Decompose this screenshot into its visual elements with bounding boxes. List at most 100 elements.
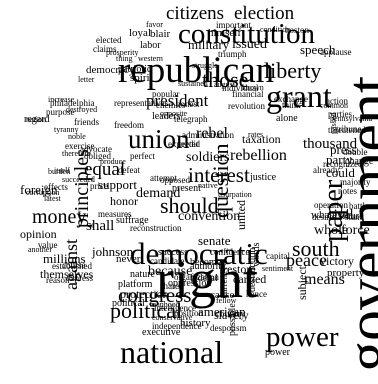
cloud-word: election <box>234 3 295 24</box>
cloud-word: pennsylvania <box>330 114 373 123</box>
cloud-word: position <box>174 308 204 318</box>
cloud-word: noble <box>68 132 86 141</box>
cloud-word: rebel <box>196 125 228 142</box>
cloud-word: demand <box>136 186 181 201</box>
cloud-word: power <box>266 321 339 353</box>
cloud-word: congress <box>118 283 192 307</box>
cloud-word: power <box>265 347 290 358</box>
cloud-word: nature <box>130 269 155 280</box>
cloud-word: soldiers <box>186 150 230 165</box>
cloud-word: independence <box>152 321 202 331</box>
cloud-word: conservative <box>152 313 193 322</box>
cloud-word: intelligence <box>154 303 196 313</box>
cloud-word: blair <box>150 28 171 40</box>
cloud-word: applause <box>320 47 352 57</box>
cloud-word: tribune <box>336 124 362 134</box>
cloud-word: defeat <box>118 165 140 175</box>
cloud-word: hence <box>246 289 267 299</box>
cloud-word: property <box>327 267 365 279</box>
cloud-word: friends <box>74 117 99 127</box>
cloud-word: support <box>98 177 137 192</box>
cloud-word: opposite <box>160 109 188 118</box>
cloud-word: party <box>326 152 353 167</box>
cloud-word: prosperity <box>106 48 139 57</box>
cloud-word: battle <box>349 201 369 211</box>
cloud-word: foreign <box>20 182 58 197</box>
cloud-word: honest <box>176 99 200 109</box>
cloud-word: established <box>52 261 92 271</box>
cloud-word: purpose <box>46 107 75 117</box>
cloud-word: slavery <box>214 308 249 322</box>
cloud-word: executive <box>142 327 181 338</box>
cloud-word: democracy <box>86 64 135 76</box>
cloud-word: honor <box>110 194 138 208</box>
cloud-word: issued <box>232 37 267 52</box>
cloud-word: claims <box>93 44 117 54</box>
cloud-word: native <box>198 181 218 190</box>
cloud-word: protection <box>120 287 169 301</box>
cloud-word: possible <box>227 303 238 336</box>
cloud-word: reason <box>46 275 70 285</box>
cloud-word: grant <box>266 78 332 114</box>
cloud-word: because <box>148 264 193 279</box>
cloud-word: stand <box>345 212 364 222</box>
cloud-word: secure <box>338 211 364 222</box>
cloud-word: exchange <box>274 94 308 104</box>
cloud-word: country <box>215 309 246 320</box>
cloud-word: alone <box>276 113 298 124</box>
cloud-word: suffrage <box>116 215 149 226</box>
cloud-word: destruction <box>247 247 258 292</box>
cloud-word: exercise <box>65 141 95 151</box>
cloud-word: american <box>198 304 246 319</box>
cloud-word: national <box>120 334 224 370</box>
cloud-word: sentiment <box>262 264 294 273</box>
cloud-word: carried <box>233 272 267 286</box>
cloud-word: value <box>38 240 58 250</box>
cloud-word: important <box>216 20 251 30</box>
cloud-word: platform <box>118 279 153 290</box>
cloud-word: latest <box>44 194 61 203</box>
cloud-word: credit <box>178 139 199 149</box>
cloud-word: success <box>158 247 188 258</box>
cloud-word: millions <box>43 251 86 266</box>
cloud-word: should <box>160 193 219 218</box>
cloud-word: change <box>345 156 374 167</box>
cloud-word: burden <box>48 167 71 176</box>
cloud-word: regard <box>24 114 50 125</box>
cloud-word: interest <box>188 163 250 187</box>
cloud-word: operation <box>314 200 348 210</box>
cloud-word: civil <box>327 207 354 223</box>
cloud-word: whatever <box>311 209 352 221</box>
cloud-word: democratic <box>130 236 268 271</box>
cloud-word: share <box>160 281 179 291</box>
cloud-word: speech <box>300 42 336 57</box>
cloud-word: authority <box>190 261 227 272</box>
cloud-word: history <box>180 317 211 329</box>
cloud-word: western <box>138 54 163 63</box>
cloud-word: revolution <box>228 101 265 111</box>
cloud-word: leaders <box>152 111 181 122</box>
cloud-word: equal <box>84 159 126 180</box>
cloud-word: reconstruction <box>130 223 182 233</box>
cloud-word: individual <box>222 83 259 93</box>
cloud-word: measures <box>98 209 132 219</box>
cloud-word: present <box>172 183 201 194</box>
cloud-word: opinion <box>20 227 57 241</box>
cloud-word: manhood <box>150 300 180 309</box>
cloud-word: could <box>326 165 355 180</box>
cloud-word: patriotic <box>118 64 152 75</box>
cloud-word: produce <box>100 157 126 166</box>
cloud-word: force <box>341 223 370 238</box>
cloud-word: struggle <box>192 61 218 70</box>
cloud-word: money <box>32 206 87 228</box>
cloud-word: oppression <box>168 278 212 289</box>
cloud-word: telegraph <box>174 114 208 124</box>
cloud-word: citizens <box>166 3 225 24</box>
cloud-word: become <box>190 257 222 268</box>
cloud-word: boston <box>285 25 310 35</box>
cloud-word: candidate <box>150 256 185 266</box>
cloud-word: rebellion <box>230 147 287 164</box>
cloud-word: perfect <box>130 151 155 161</box>
cloud-word: notes <box>338 186 357 196</box>
cloud-word: capital <box>266 251 290 261</box>
